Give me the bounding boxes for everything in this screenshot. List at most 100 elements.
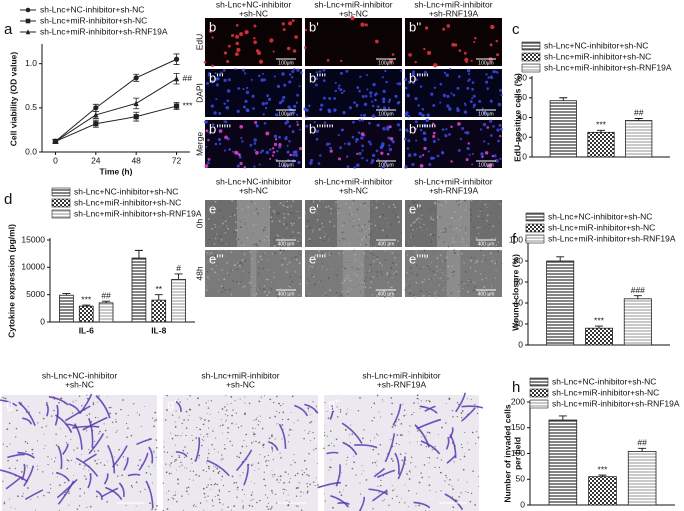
cell bbox=[284, 235, 286, 237]
error-bar bbox=[633, 295, 642, 299]
cell bbox=[241, 445, 244, 448]
cell bbox=[276, 502, 278, 504]
cell bbox=[339, 411, 342, 413]
cell bbox=[154, 411, 157, 414]
cell bbox=[354, 253, 356, 256]
cell bbox=[479, 210, 482, 212]
cell bbox=[288, 21, 293, 26]
cell bbox=[198, 454, 201, 457]
cell bbox=[88, 448, 90, 450]
cell bbox=[265, 150, 269, 155]
cell bbox=[492, 285, 494, 287]
cell bbox=[21, 463, 26, 481]
cell bbox=[140, 425, 142, 427]
cell bbox=[243, 72, 247, 75]
y-axis-label: Number of invaded cells bbox=[502, 404, 512, 503]
cell bbox=[326, 59, 330, 62]
cell bbox=[165, 492, 167, 494]
cell bbox=[471, 237, 473, 239]
cell bbox=[7, 459, 9, 462]
cell bbox=[294, 474, 297, 477]
cell bbox=[287, 242, 290, 244]
cell bbox=[444, 480, 446, 482]
cell bbox=[402, 403, 404, 405]
cell bbox=[86, 506, 88, 508]
cell bbox=[416, 200, 418, 203]
cell bbox=[461, 410, 464, 412]
cell bbox=[447, 230, 449, 232]
cell bbox=[390, 267, 393, 269]
cell bbox=[120, 408, 122, 411]
cell bbox=[315, 77, 319, 81]
cell bbox=[88, 418, 94, 448]
cell bbox=[497, 102, 502, 107]
cell bbox=[490, 229, 492, 231]
cell bbox=[291, 69, 295, 74]
cell bbox=[410, 472, 412, 473]
cell bbox=[444, 259, 447, 262]
cell bbox=[207, 457, 209, 459]
cell bbox=[216, 263, 218, 265]
cell bbox=[233, 213, 236, 216]
cell bbox=[299, 128, 302, 131]
cell bbox=[122, 456, 125, 458]
cell bbox=[37, 468, 39, 471]
cell bbox=[457, 148, 461, 152]
cell bbox=[218, 142, 222, 146]
cell bbox=[225, 419, 227, 421]
cell bbox=[440, 230, 442, 232]
cell bbox=[465, 227, 467, 230]
cell bbox=[323, 493, 325, 495]
cell bbox=[111, 445, 128, 468]
cell bbox=[476, 431, 478, 433]
cell bbox=[317, 484, 319, 486]
cell bbox=[395, 270, 398, 273]
cell bbox=[329, 146, 333, 150]
cell bbox=[456, 415, 459, 418]
cell bbox=[324, 500, 327, 502]
cell bbox=[355, 137, 359, 142]
cell bbox=[223, 51, 228, 55]
cell bbox=[419, 290, 422, 292]
cell bbox=[377, 434, 379, 436]
cell bbox=[199, 419, 201, 420]
cell bbox=[423, 146, 427, 151]
cell bbox=[304, 212, 307, 214]
cell bbox=[250, 480, 252, 482]
cell bbox=[54, 404, 59, 426]
significance: ## bbox=[183, 73, 193, 83]
cell bbox=[204, 496, 206, 498]
tile-label: b'''' bbox=[309, 70, 326, 85]
cell bbox=[130, 485, 133, 487]
cell bbox=[345, 463, 347, 465]
cell bbox=[407, 139, 411, 143]
cell bbox=[291, 224, 294, 227]
cell bbox=[273, 75, 276, 78]
row-label: DAPI bbox=[194, 83, 204, 103]
cell bbox=[410, 271, 412, 273]
cell bbox=[350, 16, 355, 21]
cell bbox=[368, 220, 370, 223]
cell bbox=[452, 416, 454, 418]
cell bbox=[96, 401, 98, 403]
cell bbox=[309, 439, 311, 441]
cell bbox=[371, 104, 375, 108]
point bbox=[133, 75, 139, 81]
cell bbox=[56, 478, 78, 499]
cell bbox=[420, 444, 422, 446]
cell bbox=[486, 126, 490, 129]
cell bbox=[260, 415, 261, 417]
cell bbox=[241, 489, 244, 491]
cell bbox=[315, 71, 318, 74]
cell bbox=[343, 142, 347, 145]
cell bbox=[255, 440, 257, 443]
cell bbox=[376, 271, 379, 273]
cell bbox=[479, 200, 481, 202]
cell bbox=[200, 434, 202, 436]
cell bbox=[360, 210, 362, 212]
cell bbox=[372, 448, 375, 451]
cell bbox=[452, 488, 454, 490]
image bbox=[405, 69, 502, 117]
cell bbox=[319, 108, 323, 112]
